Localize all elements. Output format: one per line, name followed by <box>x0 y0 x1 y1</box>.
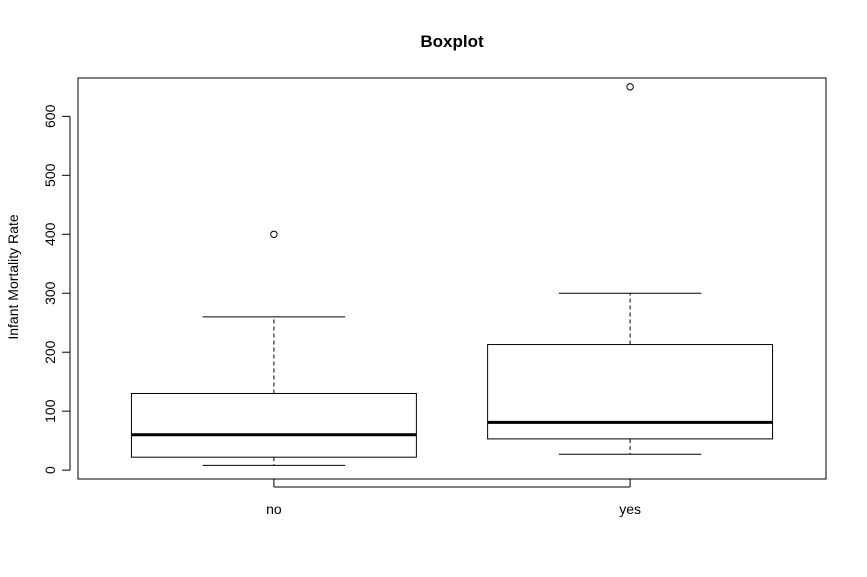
y-tick-label: 200 <box>42 340 58 364</box>
y-tick-label: 600 <box>42 104 58 128</box>
box-iqr <box>130 392 417 458</box>
chart-title: Boxplot <box>420 32 484 51</box>
y-tick-label: 500 <box>42 163 58 187</box>
y-axis-title: Infant Mortality Rate <box>5 214 21 339</box>
x-tick-label: yes <box>619 501 641 517</box>
y-tick-label: 0 <box>42 466 58 474</box>
box-yes <box>487 83 774 455</box>
boxes <box>130 83 774 466</box>
y-tick-label: 400 <box>42 222 58 246</box>
box-iqr <box>487 344 774 440</box>
y-tick-label: 300 <box>42 281 58 305</box>
y-tick-label: 100 <box>42 399 58 423</box>
outlier-point <box>626 83 634 91</box>
plot-frame <box>77 77 827 480</box>
x-axis: no yes <box>266 479 641 517</box>
x-tick-label: no <box>266 501 282 517</box>
box-no <box>130 230 417 466</box>
y-axis: 0 100 200 300 400 500 600 <box>42 104 71 474</box>
outlier-point <box>270 230 278 238</box>
